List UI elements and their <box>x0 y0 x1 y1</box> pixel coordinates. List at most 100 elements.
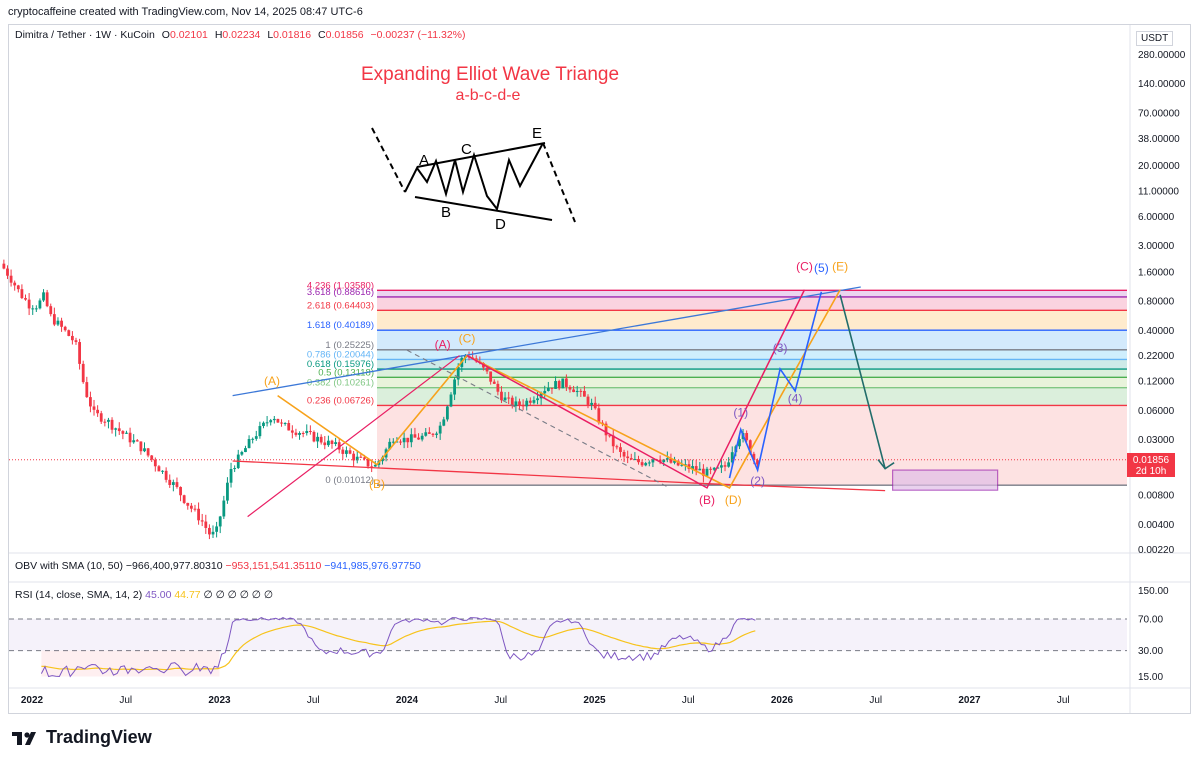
price-tick-label: 0.12000 <box>1138 377 1175 388</box>
rsi-name[interactable]: RSI (14, close, SMA, 14, 2) <box>15 589 143 601</box>
candle-body <box>575 390 579 393</box>
candle-body <box>363 457 366 459</box>
candle-body <box>705 468 709 476</box>
fib-level-label: 0 (0.01012) <box>325 475 374 486</box>
time-tick-label: 2027 <box>958 695 981 706</box>
candle-body <box>572 389 575 393</box>
price-badge-bg <box>1127 453 1175 477</box>
fib-zone <box>377 359 1127 370</box>
candle-body <box>568 386 572 390</box>
currency-selector[interactable]: USDT <box>1136 31 1174 46</box>
candle-body <box>691 466 694 469</box>
time-tick-label: Jul <box>682 695 695 706</box>
inset-upper-line <box>416 142 546 168</box>
time-tick-label: 2022 <box>21 695 44 706</box>
fib-zone <box>377 405 1127 486</box>
annotation-subtitle: a-b-c-d-e <box>456 87 521 104</box>
candle-body <box>629 458 633 460</box>
candle-body <box>373 464 377 467</box>
time-tick-label: Jul <box>869 695 882 706</box>
dashed-trendline <box>406 349 670 489</box>
price-tick-label: 11.00000 <box>1138 186 1179 197</box>
projection-arrow-line <box>839 294 886 469</box>
candle-body <box>128 432 132 443</box>
inset-entry-dash <box>371 127 406 193</box>
symbol-legend[interactable]: Dimitra / Tether · 1W · KuCoin O0.02101 … <box>15 29 466 41</box>
time-tick-label: Jul <box>1057 695 1070 706</box>
obv-legend[interactable]: OBV with SMA (10, 50) −966,400,977.80310… <box>15 560 421 572</box>
candle-body <box>438 425 442 434</box>
candle-body <box>359 456 363 458</box>
price-tick-label: 0.22000 <box>1138 351 1175 362</box>
candle-body <box>34 308 38 310</box>
candle-body <box>683 464 687 466</box>
price-badge-countdown: 2d 10h <box>1136 466 1167 477</box>
price-tick-label: 280.00000 <box>1138 50 1186 61</box>
candle-body <box>74 340 78 343</box>
candle-body <box>348 450 352 454</box>
candle-body <box>554 381 557 389</box>
candle-body <box>139 441 143 452</box>
time-tick-label: 2023 <box>208 695 231 706</box>
rsi-legend[interactable]: RSI (14, close, SMA, 14, 2) 45.00 44.77 … <box>15 589 273 601</box>
candle-body <box>503 397 507 401</box>
candle-body <box>330 440 334 445</box>
inset-label-e: E <box>532 125 542 142</box>
rsi-oversold-fill <box>41 650 220 677</box>
price-tick-label: 1.60000 <box>1138 268 1175 279</box>
candle-body <box>489 371 493 382</box>
price-tick-label: 6.00000 <box>1138 212 1175 223</box>
candle-body <box>391 441 395 443</box>
candle-body <box>727 462 731 467</box>
candle-body <box>546 387 550 391</box>
candle-body <box>619 447 622 452</box>
candle-body <box>525 400 529 407</box>
candle-body <box>694 466 698 471</box>
high-label: H <box>214 29 223 41</box>
candle-body <box>78 342 81 364</box>
symbol-name[interactable]: Dimitra / Tether · 1W · KuCoin <box>15 29 155 41</box>
candle-body <box>276 418 280 423</box>
candle-body <box>125 432 128 434</box>
candle-body <box>449 394 453 407</box>
price-tick-label: 20.00000 <box>1138 161 1180 172</box>
obv-name[interactable]: OBV with SMA (10, 50) <box>15 560 123 572</box>
candle-body <box>485 367 489 372</box>
candle-body <box>186 502 190 506</box>
price-tick-label: 0.40000 <box>1138 326 1175 337</box>
candle-body <box>171 482 175 485</box>
candle-body <box>583 390 586 397</box>
candle-body <box>395 441 399 443</box>
candle-body <box>146 448 150 456</box>
fib-level-label: 0.5 (0.13118) <box>318 367 374 378</box>
price-tick-label: 0.00400 <box>1138 520 1175 531</box>
candle-body <box>60 320 63 327</box>
time-tick-label: Jul <box>119 695 132 706</box>
candle-body <box>2 263 6 269</box>
candle-body <box>153 459 157 467</box>
candle-body <box>9 275 13 283</box>
candle-body <box>189 505 193 509</box>
candle-body <box>738 439 741 447</box>
candle-body <box>640 462 644 466</box>
candle-body <box>701 468 705 476</box>
candle-body <box>244 448 247 453</box>
fib-zone <box>377 330 1127 350</box>
candle-body <box>161 470 164 472</box>
candle-body <box>597 408 601 423</box>
candle-body <box>85 382 89 398</box>
chart-frame <box>8 24 1191 714</box>
candle-body <box>611 435 615 447</box>
candle-body <box>680 464 684 466</box>
price-tick-label: 0.06000 <box>1138 406 1175 417</box>
candle-body <box>510 397 514 407</box>
candle-body <box>280 422 283 424</box>
annotation-title: Expanding Elliot Wave Triange <box>361 64 619 85</box>
candle-body <box>593 402 597 409</box>
tradingview-brand[interactable]: TradingView <box>12 727 152 748</box>
candle-body <box>316 436 319 442</box>
candle-body <box>38 300 42 309</box>
candle-body <box>99 413 103 422</box>
elliott-annotation: Expanding Elliot Wave Triange a-b-c-d-e … <box>355 64 619 246</box>
